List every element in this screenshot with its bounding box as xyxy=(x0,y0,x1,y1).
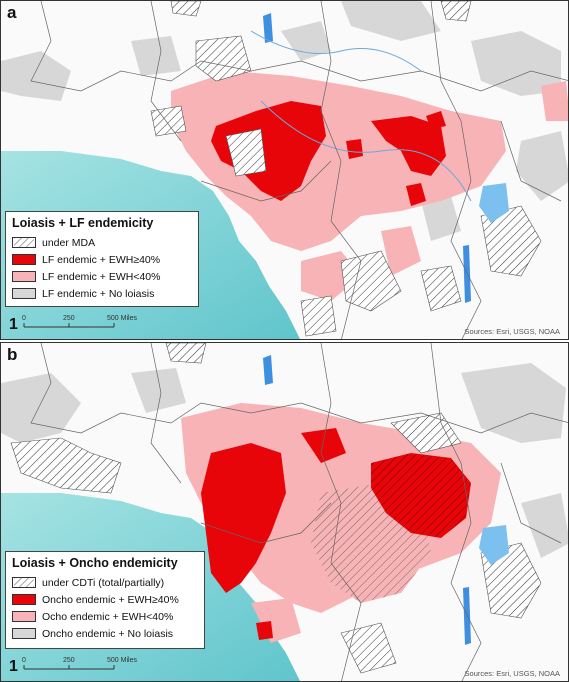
legend-title: Loiasis + Oncho endemicity xyxy=(12,556,178,570)
scale-tick-500: 500 Miles xyxy=(107,657,137,664)
legend-item-ewh-high: LF endemic + EWH≥40% xyxy=(12,251,192,268)
sources-credit: Sources: Esri, USGS, NOAA xyxy=(464,669,560,678)
scale-tick-0: 0 xyxy=(22,315,26,322)
legend-label: Ocho endemic + EWH<40% xyxy=(42,610,174,623)
legend-label: LF endemic + No loiasis xyxy=(42,287,155,300)
panel-label: b xyxy=(7,345,18,364)
no-loiasis-areas xyxy=(1,363,568,558)
scale-tick-250: 250 xyxy=(63,657,75,664)
gray-swatch xyxy=(12,628,36,639)
legend-item-ewh-high: Oncho endemic + EWH≥40% xyxy=(12,591,198,608)
legend-label: Oncho endemic + No loiasis xyxy=(42,627,174,640)
legend-title: Loiasis + LF endemicity xyxy=(12,216,154,230)
legend-label: under MDA xyxy=(42,236,96,249)
north-arrow: 1 xyxy=(9,316,18,333)
ewh-high-areas xyxy=(201,428,471,640)
country-borders xyxy=(30,343,568,681)
sources-credit: Sources: Esri, USGS, NOAA xyxy=(464,327,560,336)
mda-areas xyxy=(150,1,542,337)
legend: Loiasis + Oncho endemicity under CDTi (t… xyxy=(5,551,205,649)
legend-label: LF endemic + EWH≥40% xyxy=(42,253,161,266)
map-canvas-a xyxy=(1,1,568,339)
scale-tick-250: 250 xyxy=(63,315,75,322)
legend-label: LF endemic + EWH<40% xyxy=(42,270,161,283)
legend-item-no-loiasis: LF endemic + No loiasis xyxy=(12,285,192,302)
scale-bar: 1 0 250 500 Miles xyxy=(9,657,137,675)
legend-label: under CDTi (total/partially) xyxy=(42,576,165,589)
lakes xyxy=(263,355,509,645)
country-borders xyxy=(30,1,568,339)
legend-item-ewh-low: LF endemic + EWH<40% xyxy=(12,268,192,285)
pink-swatch xyxy=(12,271,36,282)
lakes xyxy=(263,13,509,303)
hatch-swatch xyxy=(12,577,36,588)
legend-item-cdti: under CDTi (total/partially) xyxy=(12,574,198,591)
map-panel-b: b Loiasis + Oncho endemicity under CDTi … xyxy=(0,342,569,682)
legend-item-mda: under MDA xyxy=(12,234,192,251)
no-loiasis-areas xyxy=(1,1,568,241)
ewh-high-areas xyxy=(211,101,446,206)
legend-item-no-loiasis: Oncho endemic + No loiasis xyxy=(12,625,198,642)
map-panel-a: a Loiasis + LF endemicity under MDA LF e… xyxy=(0,0,569,340)
scale-bar: 1 0 250 500 Miles xyxy=(9,315,137,333)
panel-label: a xyxy=(7,3,17,22)
rivers xyxy=(250,30,472,202)
scale-tick-500: 500 Miles xyxy=(107,315,137,322)
red-swatch xyxy=(12,254,36,265)
red-swatch xyxy=(12,594,36,605)
north-arrow: 1 xyxy=(9,658,18,675)
scale-tick-0: 0 xyxy=(22,657,26,664)
pink-swatch xyxy=(12,611,36,622)
hatch-swatch xyxy=(12,237,36,248)
gray-swatch xyxy=(12,288,36,299)
legend-item-ewh-low: Ocho endemic + EWH<40% xyxy=(12,608,198,625)
cdti-areas xyxy=(10,343,542,674)
legend-label: Oncho endemic + EWH≥40% xyxy=(42,593,179,606)
legend: Loiasis + LF endemicity under MDA LF end… xyxy=(5,211,199,307)
